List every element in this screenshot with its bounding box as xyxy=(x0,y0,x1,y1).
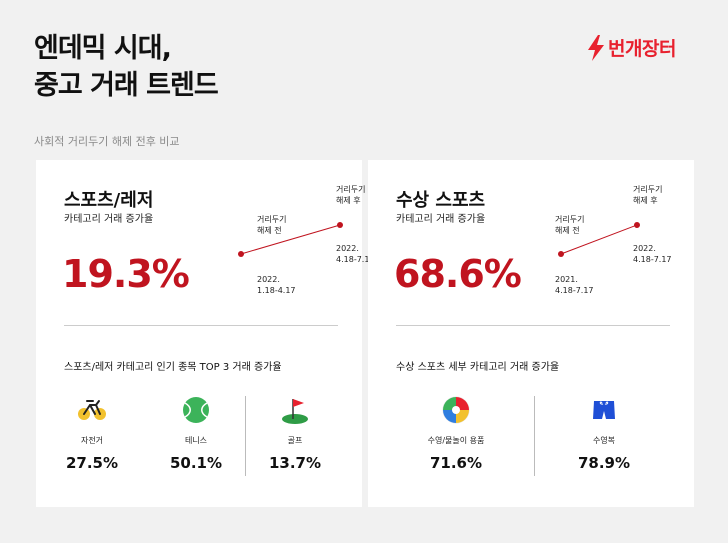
page-subtitle: 사회적 거리두기 해제 전후 비교 xyxy=(34,135,180,148)
water-sports-card: 수상 스포츠 카테고리 거래 증가율 68.6% 거리두기 해제 전 거리두기 … xyxy=(368,160,694,507)
section-title: 수상 스포츠 세부 카테고리 거래 증가율 xyxy=(396,362,560,373)
before-period: 2021. 4.18-7.17 xyxy=(555,275,594,295)
divider xyxy=(64,325,338,326)
item-value: 27.5% xyxy=(65,454,119,472)
before-point xyxy=(558,251,564,257)
page-title: 엔데믹 시대, 중고 거래 트렌드 xyxy=(34,30,219,104)
brand-logo-text: 번개장터 xyxy=(608,38,676,60)
item-value: 13.7% xyxy=(268,454,322,472)
item-value: 50.1% xyxy=(169,454,223,472)
trend-line-chart xyxy=(238,222,343,257)
after-label: 거리두기 해제 후 xyxy=(336,185,366,205)
card-subtitle: 카테고리 거래 증가율 xyxy=(396,214,486,225)
list-item-tennis: 테니스 50.1% xyxy=(146,395,246,472)
item-name: 테니스 xyxy=(184,436,208,445)
item-divider xyxy=(534,396,535,476)
lightning-icon xyxy=(588,34,604,61)
card-title: 스포츠/레저 xyxy=(64,190,154,211)
before-label: 거리두기 해제 전 xyxy=(257,215,287,235)
card-title: 수상 스포츠 xyxy=(396,190,486,211)
list-item-golf: 골프 13.7% xyxy=(245,395,345,472)
page-title-line1: 엔데믹 시대, xyxy=(34,33,172,64)
section-title: 스포츠/레저 카테고리 인기 종목 TOP 3 거래 증가율 xyxy=(64,362,282,373)
growth-rate-value: 68.6% xyxy=(394,252,522,296)
before-label: 거리두기 해제 전 xyxy=(555,215,585,235)
sports-leisure-card: 스포츠/레저 카테고리 거래 증가율 19.3% 거리두기 해제 전 거리두기 … xyxy=(36,160,375,507)
trend-line xyxy=(560,224,638,255)
item-name: 자전거 xyxy=(80,436,104,445)
after-period: 2022. 4.18-7.17 xyxy=(633,244,672,264)
list-item-bicycle: 자전거 27.5% xyxy=(42,395,142,472)
page-title-line2: 중고 거래 트렌드 xyxy=(34,70,219,101)
tennis-ball-icon xyxy=(181,395,211,425)
item-name: 골프 xyxy=(287,436,303,445)
before-period: 2022. 1.18-4.17 xyxy=(257,275,296,295)
list-item-swim-gear: 수영/물놀이 용품 71.6% xyxy=(396,395,516,472)
item-value: 71.6% xyxy=(429,454,483,472)
swim-shorts-icon xyxy=(589,395,619,425)
before-after-mini-chart: 거리두기 해제 전 거리두기 해제 후 2021. 4.18-7.17 2022… xyxy=(553,184,683,304)
trend-line-chart xyxy=(558,222,640,257)
item-list: 수영/물놀이 용품 71.6% 수영복 78.9% xyxy=(368,395,694,485)
divider xyxy=(396,325,670,326)
trend-line xyxy=(240,224,341,255)
brand-logo: 번개장터 xyxy=(586,34,676,61)
golf-flag-icon xyxy=(280,395,310,425)
list-item-swimsuit: 수영복 78.9% xyxy=(554,395,654,472)
after-point xyxy=(337,222,343,228)
growth-rate-value: 19.3% xyxy=(62,252,190,296)
before-after-mini-chart: 거리두기 해제 전 거리두기 해제 후 2022. 1.18-4.17 2022… xyxy=(221,184,375,304)
card-subtitle: 카테고리 거래 증가율 xyxy=(64,214,154,225)
after-period: 2022. 4.18-7.17 xyxy=(336,244,375,264)
item-divider xyxy=(245,396,246,476)
before-point xyxy=(238,251,244,257)
item-name: 수영/물놀이 용품 xyxy=(427,436,485,445)
after-point xyxy=(634,222,640,228)
item-list: 자전거 27.5% 테니스 50.1% 골프 13.7% xyxy=(36,395,362,485)
after-label: 거리두기 해제 후 xyxy=(633,185,663,205)
beach-ball-icon xyxy=(441,395,471,425)
bicycle-icon xyxy=(77,395,107,425)
item-value: 78.9% xyxy=(577,454,631,472)
item-name: 수영복 xyxy=(592,436,616,445)
